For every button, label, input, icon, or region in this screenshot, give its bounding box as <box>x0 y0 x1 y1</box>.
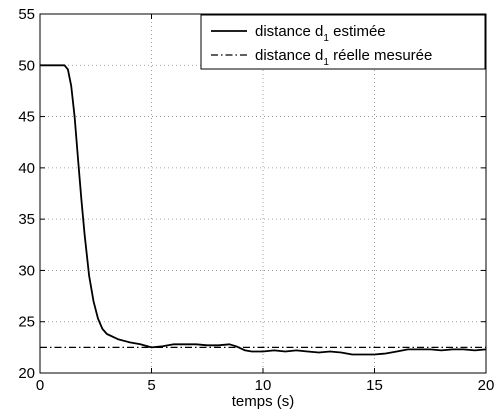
legend-label-subscript: 1 <box>323 33 329 44</box>
x-tick-label: 0 <box>36 377 44 394</box>
series-line-1 <box>40 64 487 356</box>
y-tick-label: 35 <box>18 211 35 228</box>
series-lines <box>40 64 487 356</box>
x-axis-label: temps (s) <box>232 393 295 410</box>
axis-ticks <box>39 13 487 374</box>
x-tick-label: 10 <box>255 377 272 394</box>
y-tick-label: 50 <box>18 57 35 74</box>
legend-box <box>200 14 486 70</box>
x-tick-label: 5 <box>147 377 155 394</box>
y-tick-label: 45 <box>18 109 35 126</box>
legend-label-text: distance d <box>255 23 323 40</box>
y-tick-label: 20 <box>18 365 35 382</box>
legend-label-1: distance d1 estimée <box>255 23 386 44</box>
legend-label-subscript: 1 <box>323 57 329 68</box>
legend-label-text: estimée <box>329 23 386 40</box>
y-tick-label: 40 <box>18 160 35 177</box>
y-tick-label: 55 <box>18 6 35 23</box>
y-tick-label: 30 <box>18 262 35 279</box>
x-tick-label: 20 <box>478 377 495 394</box>
legend-label-text: distance d <box>255 47 323 64</box>
tick-labels: 0 5 10 15 20 20 25 30 35 40 45 50 55 <box>18 6 494 394</box>
y-tick-label: 25 <box>18 314 35 331</box>
legend-label-text: réelle mesurée <box>329 47 432 64</box>
x-tick-label: 15 <box>366 377 383 394</box>
legend-label-2: distance d1 réelle mesurée <box>255 47 432 68</box>
